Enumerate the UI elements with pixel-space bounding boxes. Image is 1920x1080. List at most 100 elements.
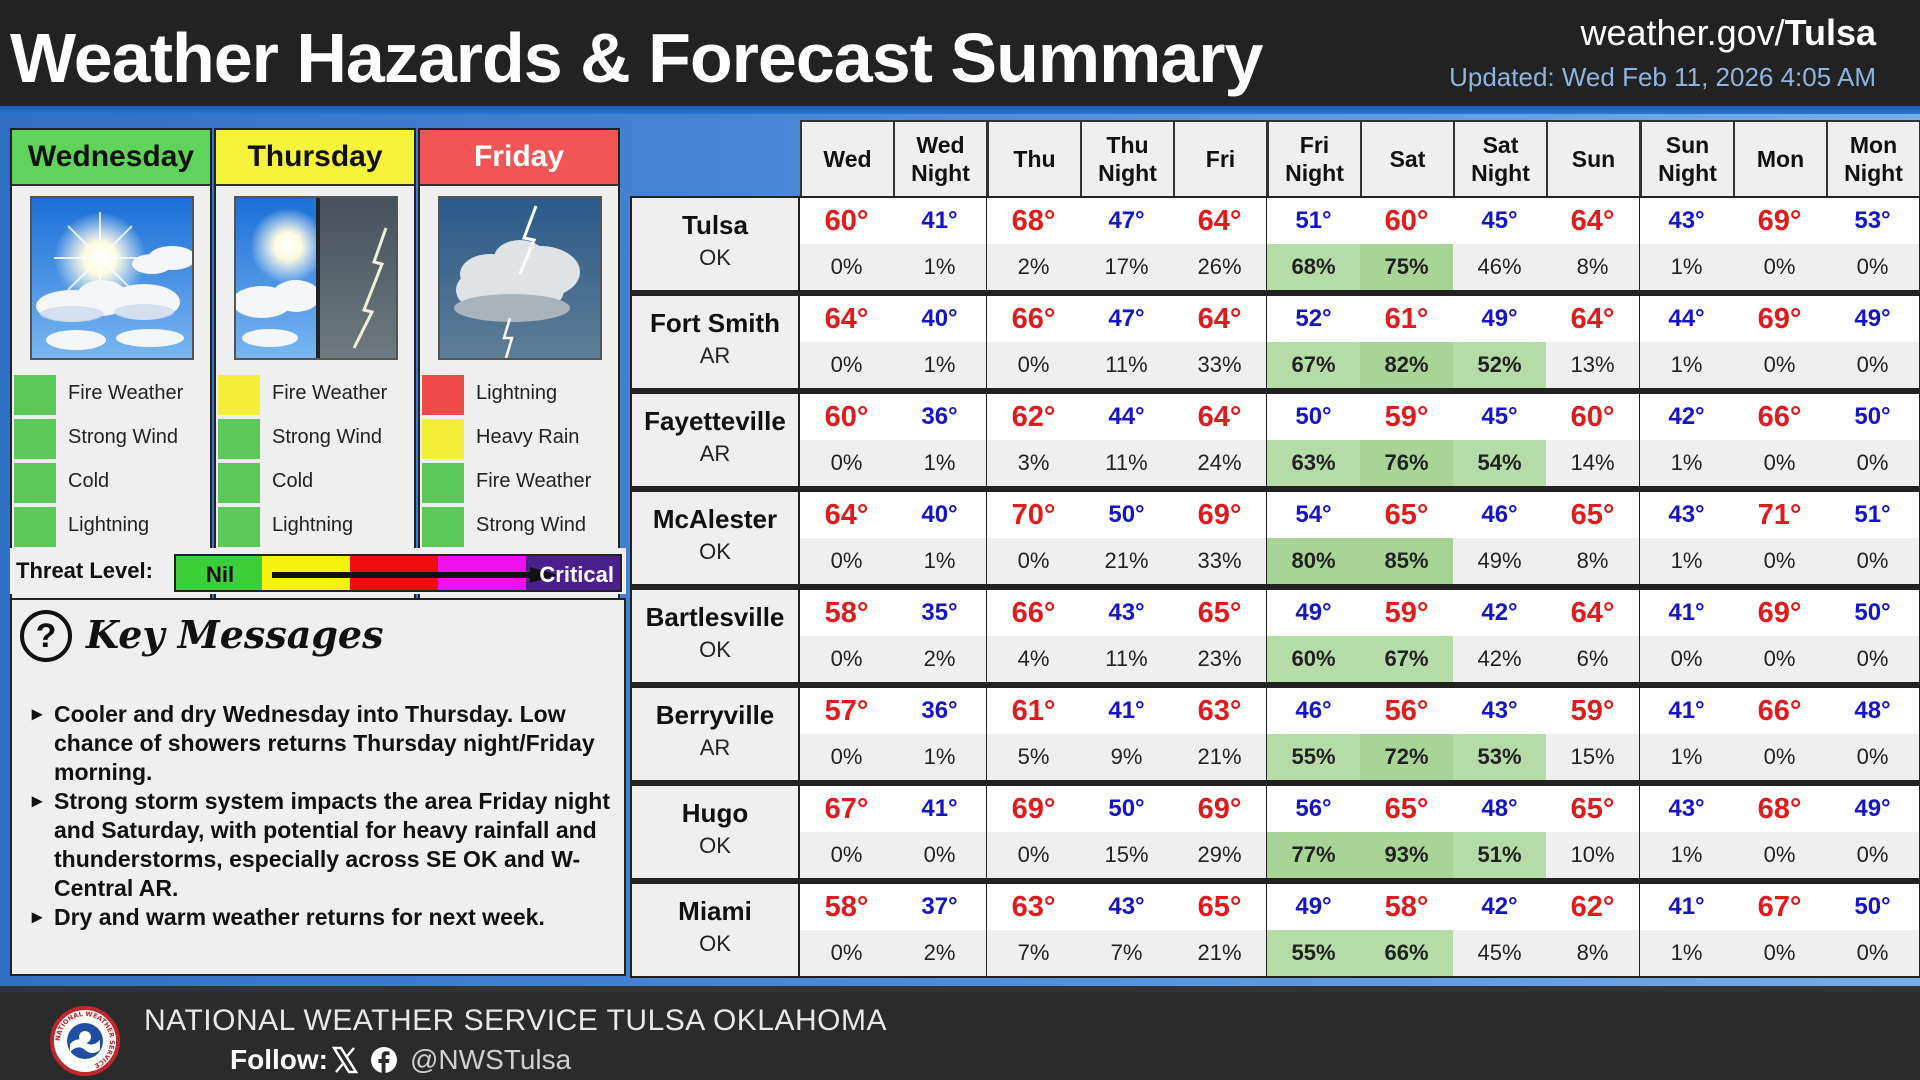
precip-chance: 0% [1733, 832, 1826, 878]
precip-chance: 2% [987, 244, 1080, 290]
high-temp: 64° [1173, 394, 1266, 440]
low-temp: 46° [1453, 492, 1546, 538]
precip-chance: 0% [1733, 538, 1826, 584]
hazard-label: Heavy Rain [476, 426, 580, 448]
city-cell: McAlester OK [632, 492, 798, 584]
precip-chance: 13% [1546, 342, 1639, 388]
precip-chance: 0% [800, 440, 893, 486]
low-temp: 49° [1267, 884, 1360, 930]
key-message-item: Dry and warm weather returns for next we… [24, 903, 620, 932]
day-title: Friday [420, 130, 618, 186]
low-temp: 50° [1080, 786, 1173, 832]
site-link[interactable]: weather.gov/Tulsa [1581, 12, 1877, 54]
hazard-row: Cold [216, 461, 414, 503]
precip-chance: 0% [1733, 930, 1826, 976]
high-temp: 57° [800, 688, 893, 734]
city-cell: Fort Smith AR [632, 296, 798, 388]
column-header: Mon Night [1826, 120, 1920, 198]
low-temp: 52° [1267, 296, 1360, 342]
day-title: Thursday [216, 130, 414, 186]
precip-chance: 77% [1267, 832, 1360, 878]
organization-name: NATIONAL WEATHER SERVICE TULSA OKLAHOMA [144, 1004, 888, 1037]
key-messages-list: Cooler and dry Wednesday into Thursday. … [24, 700, 620, 932]
city-cell: Bartlesville OK [632, 590, 798, 682]
low-temp: 46° [1267, 688, 1360, 734]
threat-max-label: Critical [539, 562, 614, 587]
precip-chance: 52% [1453, 342, 1546, 388]
precip-chance: 8% [1546, 244, 1639, 290]
precip-chance: 51% [1453, 832, 1546, 878]
site-office: Tulsa [1784, 12, 1876, 53]
precip-chance: 45% [1453, 930, 1546, 976]
high-temp: 65° [1546, 492, 1639, 538]
low-temp: 42° [1453, 590, 1546, 636]
precip-chance: 21% [1173, 734, 1266, 780]
city-row: McAlester OK 64° 0% 40° 1% 70° 0% 50° 21% 69° 33% 54… [630, 490, 1920, 586]
x-icon[interactable] [332, 1046, 358, 1074]
city-state: OK [699, 245, 731, 270]
precip-chance: 66% [1360, 930, 1453, 976]
precip-chance: 2% [893, 930, 986, 976]
precip-chance: 6% [1546, 636, 1639, 682]
day-card-friday: Friday Lightning Heavy Rain Fire Weath [418, 128, 620, 658]
hazard-swatch [422, 419, 464, 459]
key-message-item: Strong storm system impacts the area Fri… [24, 787, 620, 903]
precip-chance: 15% [1546, 734, 1639, 780]
precip-chance: 0% [1826, 538, 1919, 584]
city-row: Fayetteville AR 60° 0% 36° 1% 62° 3% 44° 11% 64° 24… [630, 392, 1920, 488]
hazard-label: Strong Wind [68, 426, 179, 448]
low-temp: 45° [1453, 394, 1546, 440]
precip-chance: 49% [1453, 538, 1546, 584]
hazard-row: Lightning [420, 373, 618, 415]
low-temp: 48° [1453, 786, 1546, 832]
high-temp: 64° [800, 492, 893, 538]
city-row: Hugo OK 67° 0% 41° 0% 69° 0% 50° 15% 69° 29% 56° 77% 6… [630, 784, 1920, 880]
precip-chance: 33% [1173, 342, 1266, 388]
city-name: Hugo [681, 798, 749, 828]
precip-chance: 1% [893, 538, 986, 584]
low-temp: 50° [1826, 884, 1919, 930]
precip-chance: 0% [1826, 636, 1919, 682]
high-temp: 60° [800, 198, 893, 244]
precip-chance: 0% [800, 734, 893, 780]
precip-chance: 0% [1733, 244, 1826, 290]
precip-chance: 11% [1080, 440, 1173, 486]
low-temp: 56° [1267, 786, 1360, 832]
precip-chance: 9% [1080, 734, 1173, 780]
hazard-swatch [422, 463, 464, 503]
city-name: Fort Smith [650, 308, 780, 338]
hazard-label: Strong Wind [272, 426, 383, 448]
high-temp: 68° [1733, 786, 1826, 832]
high-temp: 66° [987, 296, 1080, 342]
low-temp: 43° [1453, 688, 1546, 734]
precip-chance: 55% [1267, 734, 1360, 780]
high-temp: 67° [1733, 884, 1826, 930]
precip-chance: 0% [1826, 342, 1919, 388]
threat-scale: Nil Critical [174, 554, 622, 592]
hazard-swatch [218, 419, 260, 459]
precip-chance: 1% [893, 734, 986, 780]
low-temp: 54° [1267, 492, 1360, 538]
high-temp: 59° [1546, 688, 1639, 734]
precip-chance: 0% [1826, 832, 1919, 878]
social-handle[interactable]: @NWSTulsa [410, 1044, 572, 1075]
high-temp: 69° [1173, 492, 1266, 538]
threat-level: Threat Level: Nil Critical [10, 548, 626, 594]
facebook-icon[interactable] [370, 1046, 398, 1074]
city-state: OK [699, 931, 731, 956]
low-temp: 37° [893, 884, 986, 930]
threat-min-label: Nil [206, 562, 235, 587]
precip-chance: 17% [1080, 244, 1173, 290]
precip-chance: 1% [893, 244, 986, 290]
high-temp: 68° [987, 198, 1080, 244]
precip-chance: 14% [1546, 440, 1639, 486]
precip-chance: 63% [1267, 440, 1360, 486]
high-temp: 60° [1360, 198, 1453, 244]
high-temp: 64° [1173, 296, 1266, 342]
main-panel: Wednesday Fire Weather Strong Wind [0, 114, 1920, 986]
precip-chance: 76% [1360, 440, 1453, 486]
hazard-label: Fire Weather [272, 382, 388, 404]
updated-timestamp: Updated: Wed Feb 11, 2026 4:05 AM [1449, 62, 1876, 92]
high-temp: 60° [1546, 394, 1639, 440]
page-title: Weather Hazards & Forecast Summary [10, 19, 1263, 97]
